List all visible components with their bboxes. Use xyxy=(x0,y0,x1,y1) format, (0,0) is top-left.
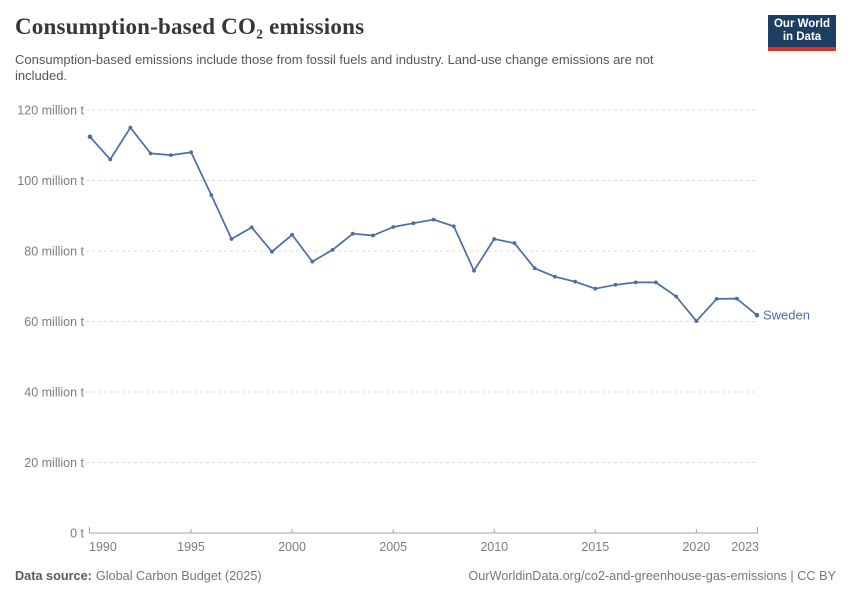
y-tick-label: 80 million t xyxy=(24,245,84,259)
data-point[interactable] xyxy=(451,224,456,229)
x-tick-label: 2015 xyxy=(581,540,609,554)
data-point[interactable] xyxy=(229,237,234,241)
y-tick-label: 40 million t xyxy=(24,386,84,400)
data-source-value: Global Carbon Budget (2025) xyxy=(95,569,262,583)
data-point[interactable] xyxy=(128,125,133,130)
y-tick-label: 0 t xyxy=(70,527,84,541)
data-point[interactable] xyxy=(633,280,638,285)
x-tick-label: 2010 xyxy=(480,540,508,554)
data-point[interactable] xyxy=(209,193,214,197)
data-point[interactable] xyxy=(310,259,315,264)
data-point[interactable] xyxy=(714,297,719,301)
data-point[interactable] xyxy=(391,225,396,229)
x-tick-label: 2005 xyxy=(379,540,407,554)
data-point[interactable] xyxy=(613,282,618,287)
page-title: Consumption-based CO₂ emissions xyxy=(15,14,365,39)
x-tick-label: 2023 xyxy=(731,540,759,554)
data-point[interactable] xyxy=(411,221,416,226)
x-tick-label: 1990 xyxy=(89,540,117,554)
data-point[interactable] xyxy=(330,248,335,252)
data-point[interactable] xyxy=(371,233,375,238)
data-point[interactable] xyxy=(148,151,153,156)
data-point[interactable] xyxy=(87,134,93,140)
subtitle-line-2: included. xyxy=(15,68,68,83)
chart-footer: Data source: Global Carbon Budget (2025) … xyxy=(15,569,836,583)
data-point[interactable] xyxy=(350,231,355,236)
data-point[interactable] xyxy=(189,150,194,155)
attribution-link[interactable]: OurWorldinData.org/co2-and-greenhouse-ga… xyxy=(468,569,836,583)
data-point[interactable] xyxy=(492,237,497,241)
x-tick-label: 2020 xyxy=(682,540,710,554)
data-point[interactable] xyxy=(532,266,537,271)
data-point[interactable] xyxy=(754,312,760,318)
data-source-label: Data source: xyxy=(15,569,92,583)
data-point[interactable] xyxy=(674,294,679,299)
logo-line-2: in Data xyxy=(782,31,822,43)
owid-logo[interactable]: Our World in Data xyxy=(768,15,836,51)
data-point[interactable] xyxy=(472,268,476,273)
y-tick-label: 120 million t xyxy=(17,104,84,118)
data-point[interactable] xyxy=(553,274,557,279)
data-point[interactable] xyxy=(694,319,699,323)
data-point[interactable] xyxy=(431,217,436,222)
data-point[interactable] xyxy=(593,286,598,291)
y-tick-label: 60 million t xyxy=(24,315,84,329)
data-source: Data source: Global Carbon Budget (2025) xyxy=(15,569,262,583)
data-point[interactable] xyxy=(654,280,658,285)
data-point[interactable] xyxy=(290,232,294,237)
data-point[interactable] xyxy=(249,225,254,230)
y-tick-label: 100 million t xyxy=(17,174,84,188)
y-tick-label: 20 million t xyxy=(24,456,84,470)
data-point[interactable] xyxy=(734,296,739,301)
subtitle-line-1: Consumption-based emissions include thos… xyxy=(15,52,654,67)
data-point[interactable] xyxy=(270,249,274,254)
chart-subtitle: Consumption-based emissions include thos… xyxy=(15,52,654,84)
series-line-sweden[interactable] xyxy=(89,126,758,322)
x-tick-label: 2000 xyxy=(278,540,306,554)
series-end-label[interactable]: Sweden xyxy=(763,308,810,323)
logo-line-1: Our World xyxy=(773,18,830,30)
data-point[interactable] xyxy=(573,279,577,284)
data-point[interactable] xyxy=(168,153,173,158)
data-point[interactable] xyxy=(512,241,517,246)
data-point[interactable] xyxy=(108,157,113,162)
x-tick-label: 1995 xyxy=(177,540,205,554)
